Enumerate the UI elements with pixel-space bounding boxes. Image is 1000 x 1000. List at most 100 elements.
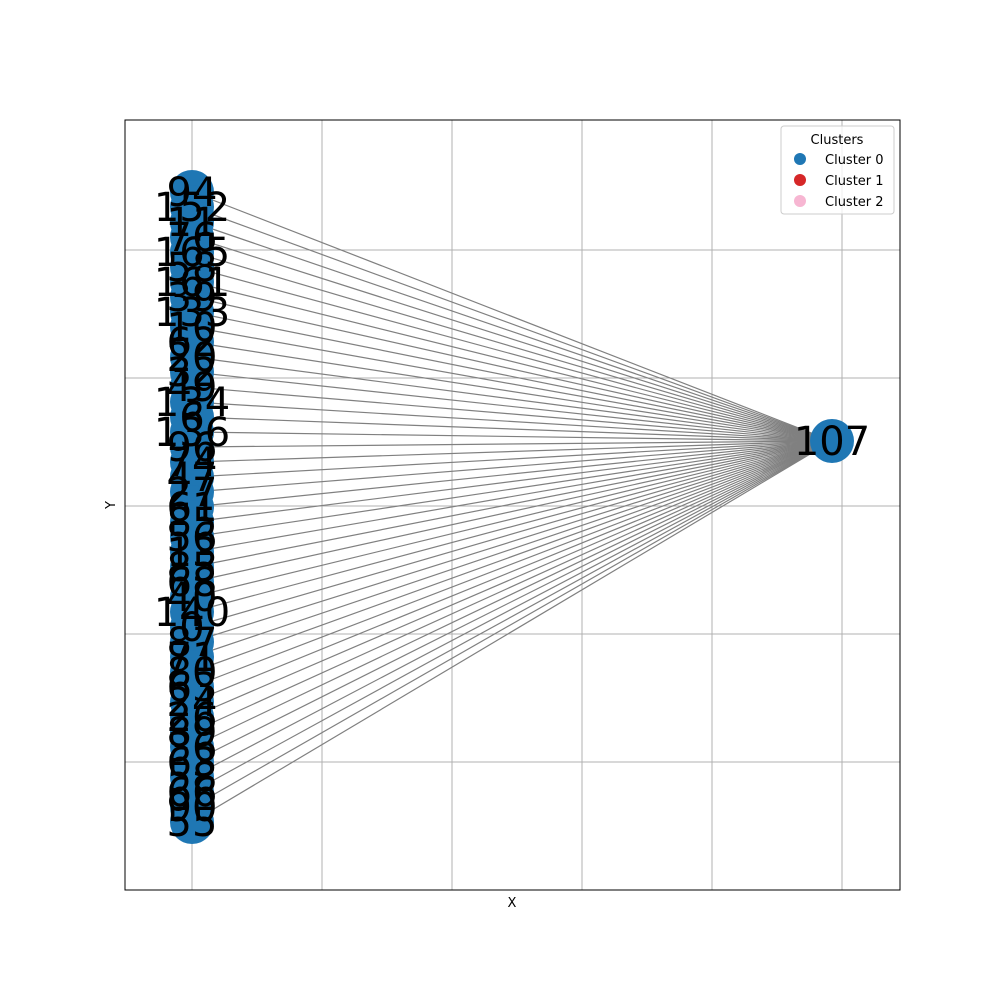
edge [191, 281, 833, 442]
node-label: 61 [167, 485, 218, 531]
node-label: 74 [167, 440, 218, 486]
node-label: 94 [167, 170, 218, 216]
legend: Clusters Cluster 0 Cluster 1 Cluster 2 [780, 125, 895, 215]
edge [191, 221, 833, 442]
node-label: 165 [154, 230, 230, 276]
edge [191, 401, 833, 442]
edge [191, 440, 833, 763]
edge [191, 440, 833, 478]
node-label: 24 [167, 680, 218, 726]
edge [191, 440, 833, 583]
edge [191, 440, 833, 643]
node-label: 80 [167, 650, 218, 696]
node-label: 40 [167, 575, 218, 621]
edge [191, 440, 833, 553]
edge [191, 440, 833, 718]
edge [191, 326, 833, 442]
node-label: 39 [167, 275, 218, 321]
node-label: 71 [167, 635, 218, 681]
node-label: 90 [167, 785, 218, 831]
node-label: 62 [167, 320, 218, 366]
graph-node [170, 800, 214, 844]
edge [191, 236, 833, 442]
edge [191, 206, 833, 442]
legend-marker-cluster-1 [794, 174, 806, 186]
legend-box [780, 125, 895, 215]
edge [191, 440, 833, 733]
hub-node-label: 107 [794, 419, 870, 465]
edge [191, 440, 833, 688]
node-label: 89 [167, 710, 218, 756]
node-label: 49 [167, 365, 218, 411]
node-label: 36 [167, 725, 218, 771]
edge [191, 266, 833, 442]
node-label: 66 [167, 770, 218, 816]
edge [191, 416, 833, 442]
edge [191, 440, 833, 508]
node-label: 87 [167, 620, 218, 666]
node-label: 63 [167, 665, 218, 711]
edge [191, 440, 833, 448]
node-label: 58 [167, 245, 218, 291]
edge [191, 440, 833, 613]
edge [191, 440, 833, 463]
node-label: 10 [167, 305, 218, 351]
edge [191, 440, 833, 598]
node-label: 140 [154, 590, 230, 636]
y-axis-label: Y [104, 501, 119, 510]
node-label: 136 [154, 410, 230, 456]
edge [191, 440, 833, 673]
edge [191, 341, 833, 442]
node-label: 68 [167, 560, 218, 606]
node-label: 134 [154, 380, 230, 426]
edge [191, 356, 833, 442]
edge [191, 440, 833, 808]
legend-label-cluster-0: Cluster 0 [825, 153, 884, 168]
edge [191, 371, 833, 442]
plot-frame [124, 119, 901, 891]
legend-marker-cluster-2 [794, 195, 806, 207]
edge [191, 440, 833, 523]
node-label: 152 [154, 185, 230, 231]
node-label: 76 [167, 215, 218, 261]
edge [191, 440, 833, 493]
hub-node [810, 419, 854, 463]
edge [191, 440, 833, 658]
node-label: 85 [167, 545, 218, 591]
node-label: 133 [154, 290, 230, 336]
nodes: 9415211761655816139133106220324913461369… [154, 170, 870, 846]
node-label: 58 [167, 755, 218, 801]
edge [191, 386, 833, 442]
node-label: 0 [179, 605, 204, 651]
legend-label-cluster-2: Cluster 2 [825, 195, 884, 210]
node-label: 11 [167, 200, 218, 246]
node-label: 20 [167, 335, 218, 381]
edge [191, 311, 833, 442]
edge [191, 191, 833, 442]
edge [191, 440, 833, 538]
edge [191, 440, 833, 748]
edge [191, 251, 833, 442]
edge [191, 431, 833, 442]
x-axis-label: X [508, 896, 517, 911]
node-label: 32 [167, 350, 218, 396]
legend-marker-cluster-0 [794, 153, 806, 165]
node-label: 27 [167, 470, 218, 516]
node-label: 6 [179, 395, 204, 441]
node-label: 13 [167, 530, 218, 576]
edge [191, 440, 833, 823]
edges [191, 191, 833, 823]
legend-title: Clusters [811, 133, 864, 148]
edge [191, 440, 833, 568]
legend-label-cluster-1: Cluster 1 [825, 174, 884, 189]
node-label: 26 [167, 695, 218, 741]
edge [191, 440, 833, 703]
node-label: 47 [167, 455, 218, 501]
node-label: 85 [167, 500, 218, 546]
edge [191, 296, 833, 442]
node-label: 55 [167, 800, 218, 846]
edge [191, 440, 833, 628]
edge [191, 440, 833, 778]
node-label: 56 [167, 515, 218, 561]
